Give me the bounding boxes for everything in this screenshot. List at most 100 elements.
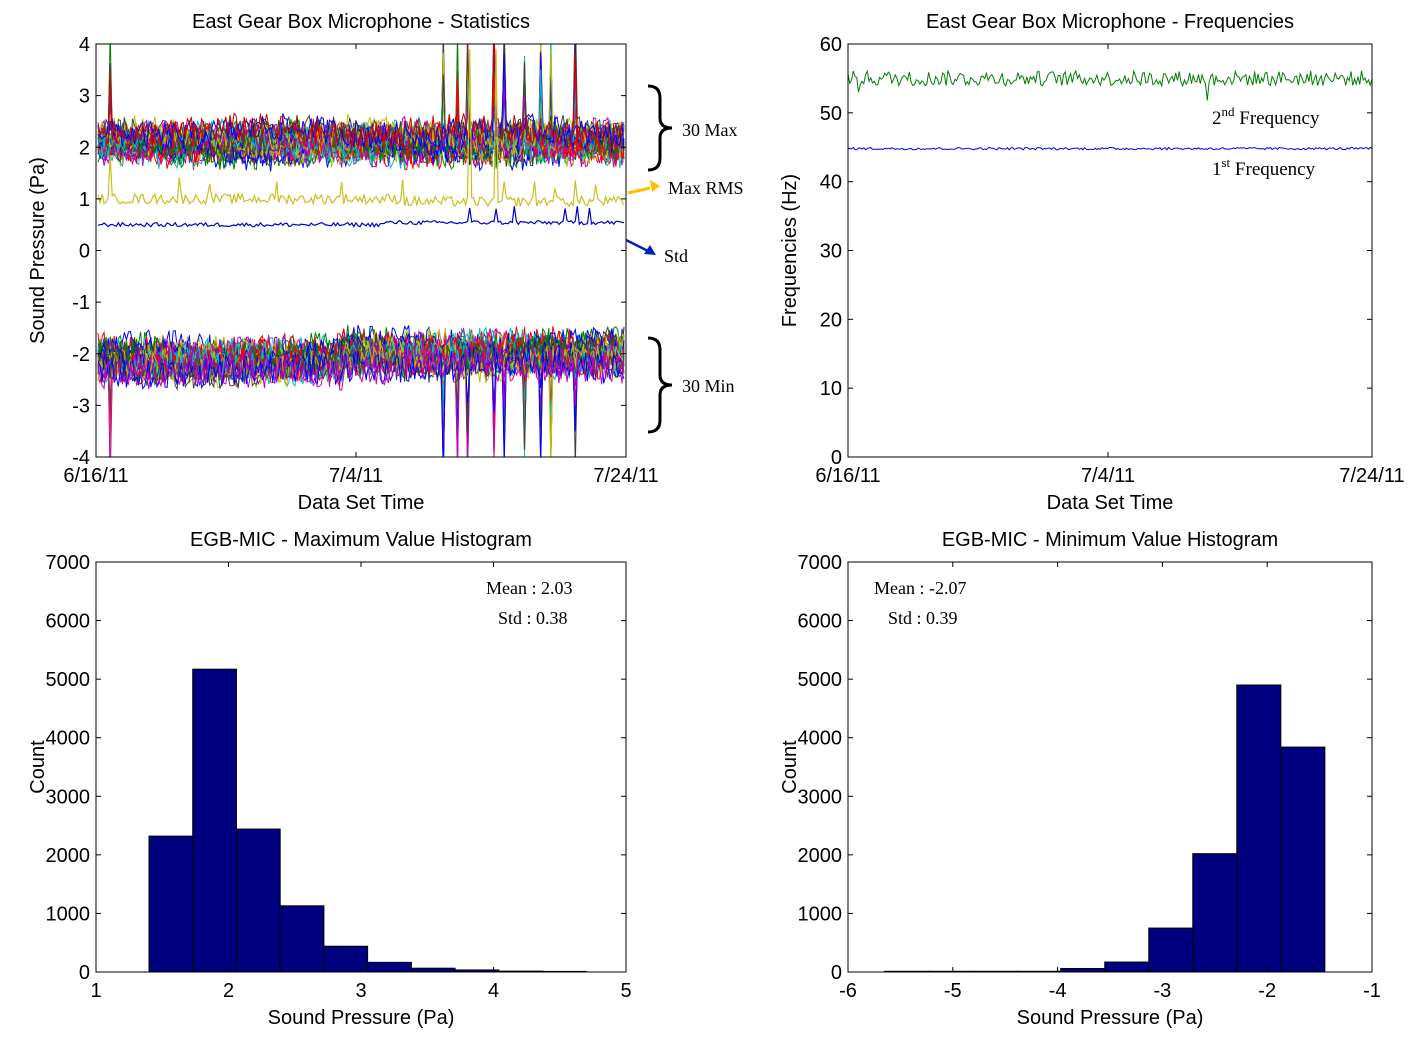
annotation-std: Std — [664, 246, 688, 266]
histogram-bar — [148, 835, 194, 973]
max-rms-line — [97, 49, 625, 208]
max-series-line — [97, 44, 625, 150]
stats-mean: Mean : 2.03 — [486, 578, 572, 598]
x-tick-label: 7/4/11 — [329, 465, 383, 487]
y-tick-label: 0 — [831, 962, 842, 984]
y-tick-label: 2000 — [798, 845, 843, 867]
series-group — [97, 44, 625, 457]
y-tick-label: -1 — [72, 292, 90, 314]
max-rms-arrow — [627, 186, 651, 195]
histogram-bar — [1280, 746, 1326, 973]
y-tick-label: 6000 — [798, 611, 843, 633]
y-tick-label: 0 — [79, 962, 90, 984]
min-series-line — [97, 346, 625, 457]
y-tick-label: 50 — [820, 103, 842, 125]
y-tick-label: 1000 — [798, 903, 843, 925]
x-tick-label: 5 — [620, 980, 631, 1002]
chart-title: East Gear Box Microphone - Statistics — [192, 11, 530, 33]
y-tick-label: 40 — [820, 172, 842, 194]
stats-std: Std : 0.38 — [498, 608, 568, 628]
y-axis-label: Sound Pressure (Pa) — [27, 157, 49, 344]
frequencies-chart: 0 10 20 30 40 50 60 6/16/11 7/4/11 7/24/11 East Ge… — [779, 11, 1405, 514]
y-tick-label: 60 — [820, 34, 842, 56]
histogram-bar — [235, 828, 281, 973]
y-tick-label: -3 — [72, 395, 90, 417]
y-tick-label: 5000 — [798, 669, 843, 691]
y-tick-label: 7000 — [46, 552, 91, 574]
x-axis-label: Data Set Time — [1047, 492, 1174, 514]
stats-std: Std : 0.39 — [888, 608, 958, 628]
y-tick-label: 7000 — [798, 552, 843, 574]
x-tick-label: -6 — [839, 980, 857, 1002]
y-tick-label: 1 — [79, 189, 90, 211]
y-tick-label: 6000 — [46, 611, 91, 633]
x-tick-label: -4 — [1049, 980, 1067, 1002]
min-brace — [647, 336, 673, 434]
x-tick-label: 6/16/11 — [815, 465, 880, 487]
chart-title: EGB-MIC - Minimum Value Histogram — [942, 529, 1278, 551]
x-tick-label: -1 — [1363, 980, 1381, 1002]
x-tick-label: 7/24/11 — [593, 465, 658, 487]
y-tick-label: 5000 — [46, 669, 91, 691]
max-rms-arrowhead — [650, 180, 660, 192]
histogram-bar — [323, 945, 369, 973]
max-histogram-chart: 0 1000 2000 3000 4000 5000 6000 7000 1 2 3 4 5 EGB-MI… — [27, 529, 632, 1029]
y-tick-label: -2 — [72, 344, 90, 366]
annotation-second-frequency: 2nd Frequency — [1212, 104, 1320, 129]
annotation-first-frequency: 1st Frequency — [1212, 155, 1316, 180]
histogram-bar — [1104, 961, 1150, 973]
std-arrowhead — [644, 245, 656, 255]
x-tick-label: -3 — [1154, 980, 1172, 1002]
x-tick-label: 1 — [90, 980, 101, 1002]
y-tick-label: 3 — [79, 86, 90, 108]
y-tick-label: 4 — [79, 34, 90, 56]
histogram-bar — [1060, 967, 1106, 973]
y-tick-label: 30 — [820, 241, 842, 263]
histogram-bar — [367, 961, 412, 973]
y-tick-label: -4 — [72, 447, 90, 469]
x-tick-label: 2 — [223, 980, 234, 1002]
y-tick-label: 0 — [79, 241, 90, 263]
histogram-bar — [1148, 927, 1194, 973]
histogram-bar — [1236, 684, 1282, 973]
x-tick-label: 4 — [488, 980, 499, 1002]
x-tick-label: 7/24/11 — [1339, 465, 1404, 487]
histogram-bar — [279, 905, 325, 973]
y-tick-label: 3000 — [798, 786, 843, 808]
annotation-30-max: 30 Max — [682, 120, 738, 140]
x-tick-label: 3 — [355, 980, 366, 1002]
annotation-30-min: 30 Min — [682, 376, 735, 396]
annotation-max-rms: Max RMS — [668, 178, 744, 198]
y-tick-label: 2000 — [46, 845, 91, 867]
histogram-bar — [1192, 853, 1238, 973]
std-line — [97, 206, 625, 228]
y-axis-label: Frequencies (Hz) — [779, 174, 801, 327]
y-axis-label: Count — [779, 740, 801, 794]
chart-title: EGB-MIC - Maximum Value Histogram — [190, 529, 532, 551]
first-frequency-line — [847, 146, 1373, 151]
x-axis-label: Sound Pressure (Pa) — [268, 1007, 455, 1029]
y-tick-label: 1000 — [46, 903, 91, 925]
min-series-line — [97, 347, 625, 457]
y-tick-label: 20 — [820, 309, 842, 331]
x-tick-label: -5 — [944, 980, 962, 1002]
x-tick-label: -2 — [1258, 980, 1276, 1002]
y-axis-label: Count — [27, 740, 49, 794]
x-tick-label: 6/16/11 — [63, 465, 128, 487]
std-arrow — [625, 238, 649, 253]
y-tick-label: 0 — [831, 447, 842, 469]
min-histogram-chart: 0 1000 2000 3000 4000 5000 6000 7000 -6 -5 -4 -3 -2 -… — [779, 529, 1381, 1029]
y-tick-label: 4000 — [798, 728, 843, 750]
histogram-bar — [192, 668, 237, 973]
histogram-bar — [410, 967, 456, 973]
y-tick-label: 10 — [820, 378, 842, 400]
y-tick-label: 2 — [79, 137, 90, 159]
plot-frame — [847, 561, 1373, 973]
stats-mean: Mean : -2.07 — [874, 578, 966, 598]
chart-title: East Gear Box Microphone - Frequencies — [926, 11, 1294, 33]
x-axis-label: Data Set Time — [298, 492, 425, 514]
max-brace — [647, 84, 673, 172]
min-series-line — [97, 343, 625, 457]
min-series-line — [97, 345, 625, 457]
